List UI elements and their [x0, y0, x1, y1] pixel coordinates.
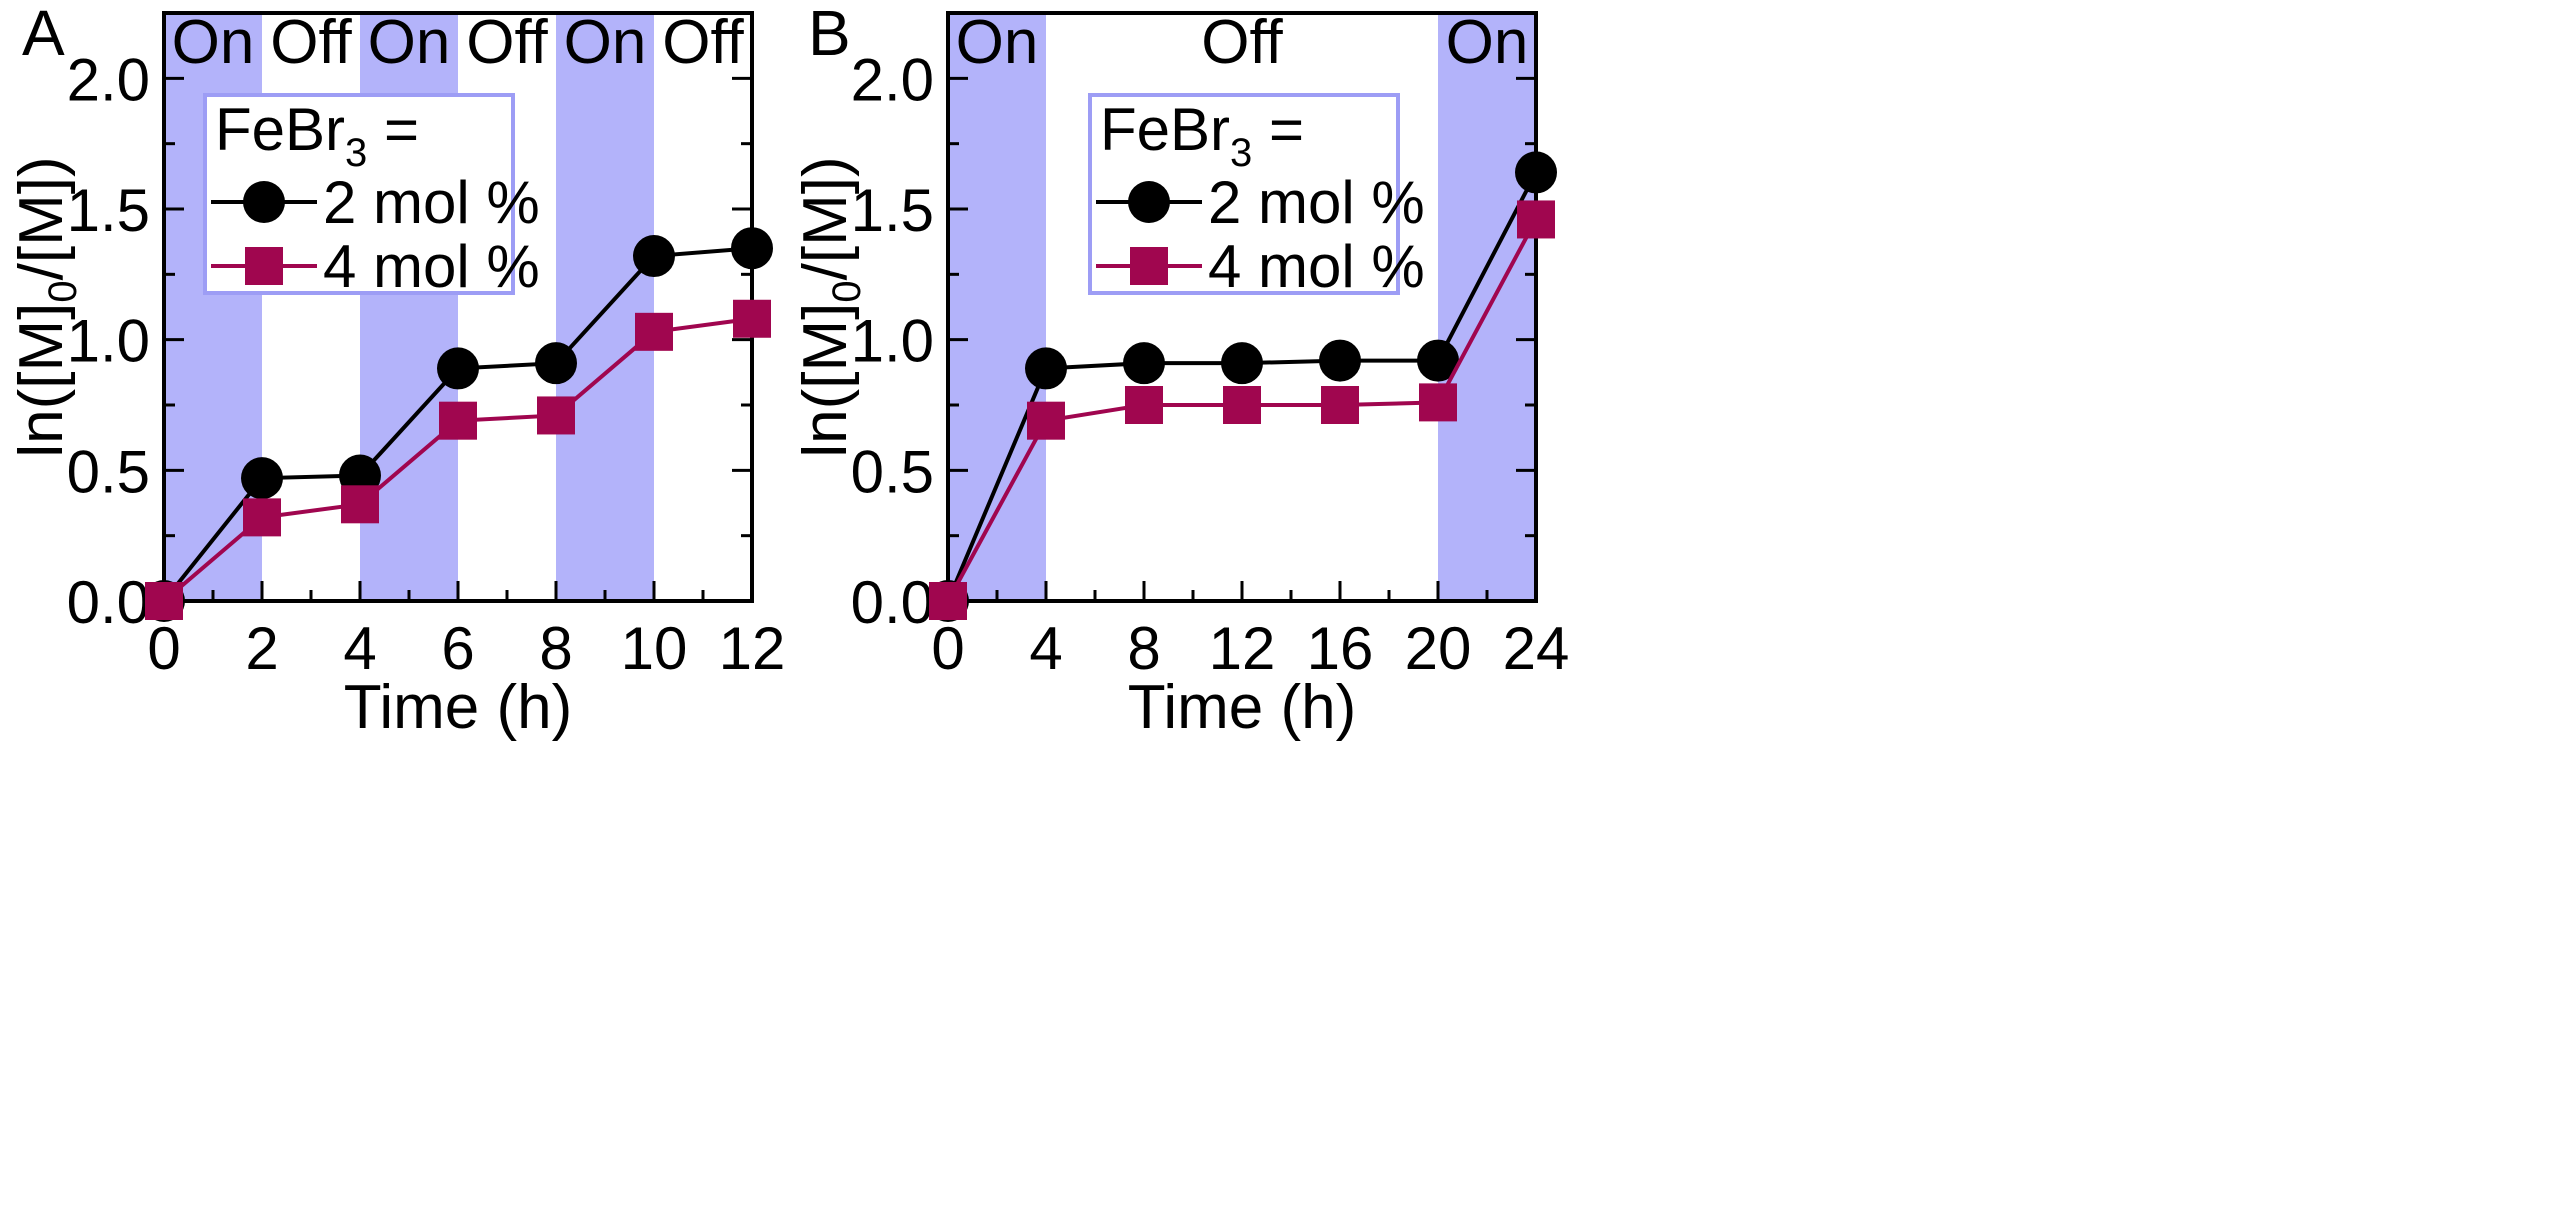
legend-title-suffix: = [1252, 96, 1304, 163]
data-point-circle [535, 342, 577, 385]
legend-title-subscript: 3 [1230, 131, 1252, 175]
data-point-circle [1221, 342, 1263, 385]
period-label: On [956, 8, 1039, 77]
legend: FeBr3 =2 mol %4 mol % [1088, 93, 1425, 300]
y-tick-label: 1.5 [851, 177, 934, 244]
legend-marker-square [1130, 247, 1168, 285]
y-tick-label: 0.5 [67, 438, 150, 505]
data-point-square [1419, 383, 1457, 422]
y-tick-label: 2.0 [851, 46, 934, 113]
data-point-circle [241, 457, 283, 500]
period-label: On [172, 8, 255, 77]
x-tick-label: 6 [441, 615, 474, 682]
data-point-square [1027, 401, 1065, 440]
data-point-square [929, 582, 967, 620]
legend-marker-circle [1128, 181, 1170, 223]
data-point-circle [1123, 342, 1165, 385]
panel-letter: B [808, 0, 851, 69]
y-tick-label: 1.5 [67, 177, 150, 244]
x-tick-label: 0 [931, 615, 964, 682]
x-tick-label: 16 [1307, 615, 1374, 682]
y-axis-title-part: /[M]) [7, 156, 76, 280]
x-tick-label: 4 [1029, 615, 1062, 682]
y-tick-label: 0.5 [851, 438, 934, 505]
data-point-square [1517, 200, 1555, 239]
data-point-square [635, 312, 673, 351]
x-axis-title: Time (h) [1128, 673, 1356, 742]
data-point-square [1321, 386, 1359, 424]
legend-title: FeBr3 = [1100, 96, 1304, 175]
data-point-square [537, 396, 575, 435]
x-tick-label: 8 [1127, 615, 1160, 682]
y-axis-title-subscript: 0 [41, 280, 85, 302]
period-label: On [564, 8, 647, 77]
data-point-circle [1025, 347, 1067, 390]
period-label: Off [662, 8, 744, 77]
legend-marker-circle [243, 181, 285, 223]
data-point-square [243, 498, 281, 537]
y-axis-title: ln([M]0/[M]) [791, 156, 869, 457]
legend: FeBr3 =2 mol %4 mol % [203, 93, 540, 300]
legend-title: FeBr3 = [215, 96, 419, 175]
y-axis-title-part: ln([M] [7, 303, 76, 458]
y-tick-label: 1.0 [851, 308, 934, 375]
y-tick-label: 0.0 [67, 569, 150, 636]
legend-entry-label: 4 mol % [1208, 233, 1425, 300]
y-axis-title-part: /[M]) [791, 156, 860, 280]
data-point-square [439, 401, 477, 440]
plot-frame [946, 11, 1538, 603]
y-axis-title-subscript: 0 [825, 280, 869, 302]
y-axis-title-part: ln([M] [791, 303, 860, 458]
x-tick-label: 8 [539, 615, 572, 682]
x-axis-title: Time (h) [344, 673, 572, 742]
legend-title-main: FeBr [215, 96, 345, 163]
x-tick-label: 12 [719, 615, 786, 682]
data-point-square [341, 485, 379, 524]
y-tick-label: 0.0 [851, 569, 934, 636]
x-tick-label: 12 [1209, 615, 1276, 682]
panel-letter: A [22, 0, 65, 69]
legend-title-suffix: = [367, 96, 419, 163]
data-point-circle [633, 235, 675, 278]
data-point-circle [731, 227, 773, 270]
x-tick-label: 20 [1405, 615, 1472, 682]
y-axis-title: ln([M]0/[M]) [7, 156, 85, 457]
x-tick-label: 2 [245, 615, 278, 682]
legend-title-subscript: 3 [345, 131, 367, 175]
data-point-circle [1319, 339, 1361, 382]
period-label: Off [466, 8, 548, 77]
period-label: On [1446, 8, 1529, 77]
data-point-circle [437, 347, 479, 390]
x-tick-label: 10 [621, 615, 688, 682]
legend-entry-label: 2 mol % [323, 169, 540, 236]
y-tick-label: 2.0 [67, 46, 150, 113]
x-tick-label: 0 [147, 615, 180, 682]
data-point-circle [1515, 151, 1557, 194]
legend-marker-square [245, 247, 283, 285]
data-point-square [733, 299, 771, 338]
legend-entry-label: 2 mol % [1208, 169, 1425, 236]
data-point-square [1223, 386, 1261, 424]
period-label: On [368, 8, 451, 77]
data-point-square [1125, 386, 1163, 424]
period-label: Off [1201, 8, 1283, 77]
legend-title-main: FeBr [1100, 96, 1230, 163]
data-point-circle [1417, 339, 1459, 382]
period-label: Off [270, 8, 352, 77]
light-on-band [948, 13, 1046, 601]
x-tick-label: 4 [343, 615, 376, 682]
x-tick-label: 24 [1503, 615, 1570, 682]
data-point-square [145, 582, 183, 620]
y-tick-label: 1.0 [67, 308, 150, 375]
legend-entry-label: 4 mol % [323, 233, 540, 300]
